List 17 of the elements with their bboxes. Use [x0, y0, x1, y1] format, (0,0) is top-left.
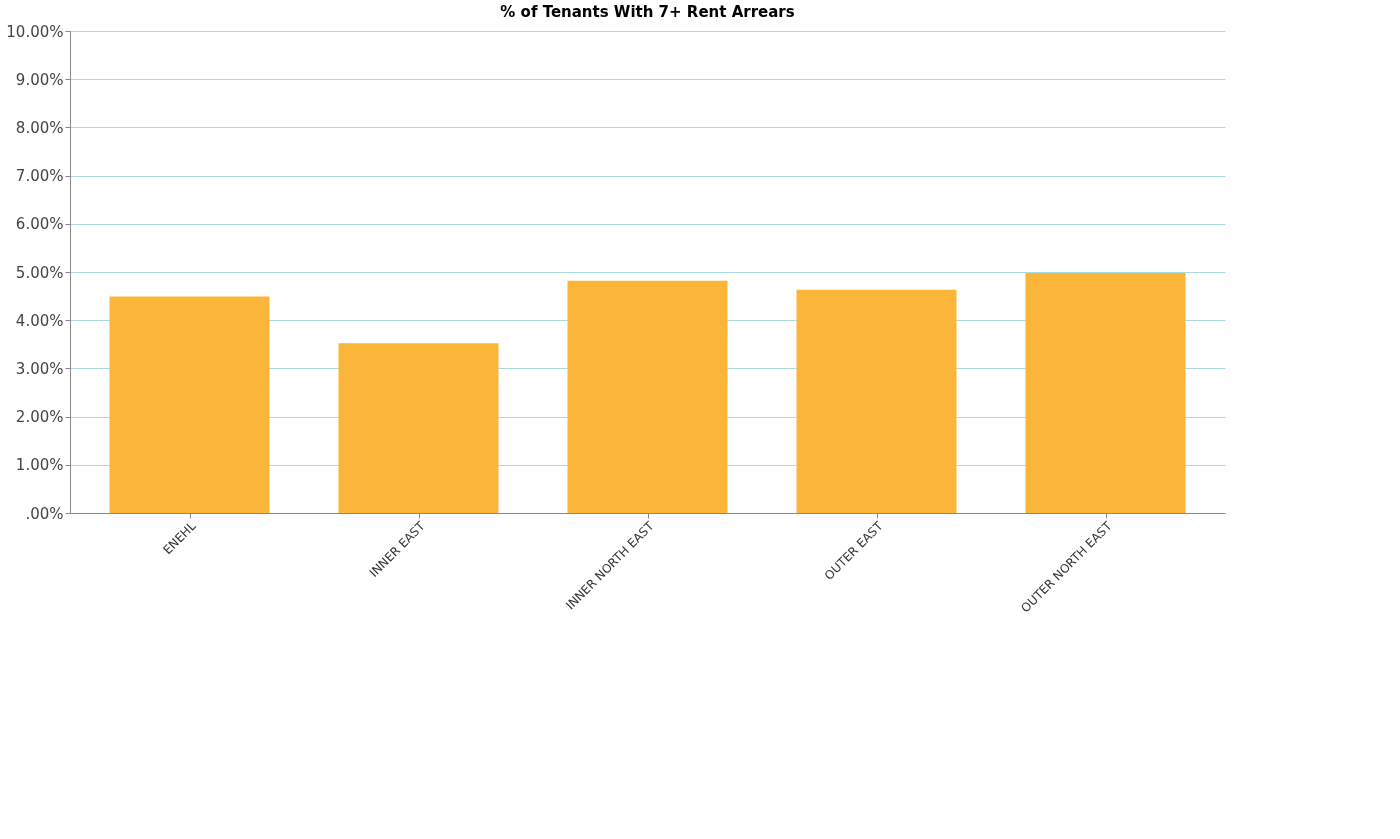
y-tick-label: 4.00%: [15, 311, 64, 330]
bar: [1025, 272, 1186, 513]
y-tick-label: 6.00%: [15, 215, 64, 234]
y-tick-label: .00%: [25, 504, 64, 523]
chart-title: % of Tenants With 7+ Rent Arrears: [500, 3, 795, 21]
y-tick-label: 1.00%: [15, 456, 64, 475]
y-tick-label: 9.00%: [15, 70, 64, 89]
y-tick-label: 2.00%: [15, 408, 64, 427]
bar: [567, 280, 728, 513]
bar: [109, 296, 270, 513]
bar: [796, 289, 957, 513]
y-tick-label: 5.00%: [15, 263, 64, 282]
y-tick-label: 10.00%: [6, 22, 64, 41]
bar: [338, 343, 499, 513]
y-tick-label: 8.00%: [15, 118, 64, 137]
y-tick-label: 7.00%: [15, 167, 64, 186]
y-tick-label: 3.00%: [15, 359, 64, 378]
